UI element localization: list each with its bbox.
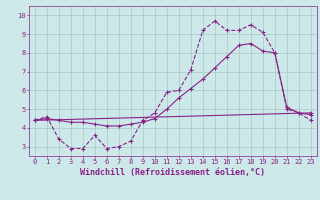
X-axis label: Windchill (Refroidissement éolien,°C): Windchill (Refroidissement éolien,°C) [80,168,265,177]
